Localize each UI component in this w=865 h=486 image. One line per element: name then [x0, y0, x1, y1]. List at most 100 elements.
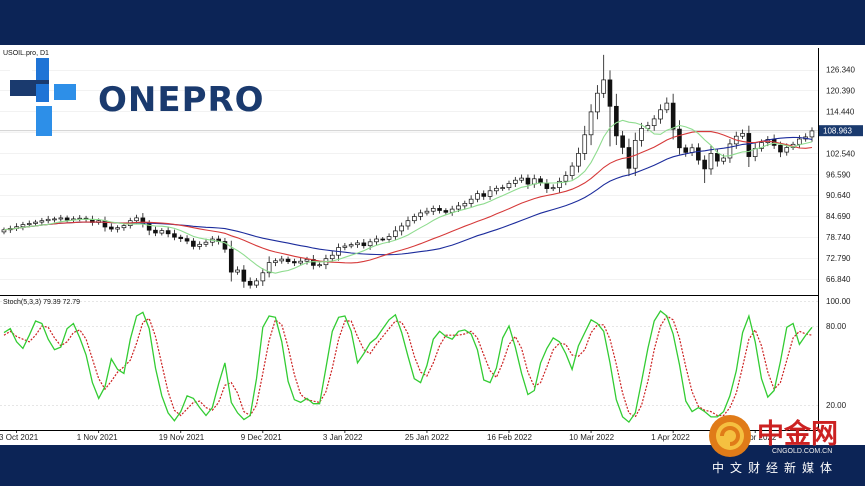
candle-body-up: [500, 187, 505, 189]
candle-body-up: [374, 238, 379, 243]
candle: [266, 256, 272, 278]
candle-body-up: [33, 221, 38, 224]
candle: [165, 227, 171, 238]
candle-body-up: [588, 111, 594, 136]
candle-body-up: [393, 230, 398, 237]
stoch-tick-label: 100.00: [826, 297, 851, 306]
candle-body-down: [614, 105, 619, 137]
cngold-watermark: 中金网 CNGOLD.COM.CN 中文财经新媒体: [709, 415, 838, 475]
candle-body-down: [778, 144, 783, 153]
candle: [159, 228, 165, 236]
candle-body-up: [468, 198, 474, 204]
candle-body-down: [191, 240, 196, 247]
candle-body-down: [109, 226, 114, 230]
candle-body-up: [298, 260, 303, 264]
date-tick-label: 25 Jan 2022: [405, 433, 450, 442]
candle-body-up: [809, 130, 815, 138]
candle: [222, 237, 228, 253]
candle: [45, 215, 51, 224]
candle-body-up: [651, 118, 657, 126]
date-tick-label: 9 Dec 2021: [241, 433, 282, 442]
candle-body-down: [241, 269, 247, 282]
price-tick-label: 114.440: [826, 107, 855, 116]
candle-body-down: [746, 133, 752, 157]
candle: [740, 129, 745, 140]
candle-body-up: [740, 133, 745, 137]
candle-body-down: [64, 217, 70, 221]
candle: [386, 233, 392, 243]
candle: [430, 205, 436, 216]
candle: [361, 239, 367, 249]
candle-body-up: [601, 79, 606, 94]
candle: [52, 216, 57, 223]
stoch-label: Stoch(5,3,3) 79.39 72.79: [3, 299, 80, 306]
candle: [184, 235, 190, 245]
candle-body-up: [348, 244, 354, 247]
watermark-title: 中金网: [757, 418, 838, 450]
onepro-logo-mark-icon: [10, 58, 76, 136]
candle: [487, 186, 493, 200]
candle: [620, 130, 625, 155]
candle: [58, 214, 64, 222]
candle-body-up: [26, 223, 32, 225]
candle: [651, 115, 657, 131]
candle: [380, 237, 386, 242]
candle: [355, 239, 360, 248]
candle-body-up: [708, 153, 714, 170]
candle: [670, 93, 676, 140]
candle-body-up: [563, 175, 569, 182]
candle-body-up: [569, 165, 575, 176]
price-tick-label: 72.790: [826, 254, 851, 263]
candle-body-down: [443, 210, 449, 213]
candle-body-up: [727, 143, 733, 159]
candle: [708, 145, 714, 175]
candle-body-down: [228, 248, 234, 273]
candle-body-down: [677, 128, 682, 149]
candle-body-up: [582, 134, 588, 154]
candle: [557, 177, 562, 193]
candle: [20, 221, 26, 231]
candle-body-up: [304, 259, 310, 262]
candle: [588, 104, 594, 146]
candle-body-up: [134, 217, 139, 222]
candle: [317, 262, 322, 268]
candle: [241, 265, 247, 288]
stoch-tick-label: 80.00: [826, 322, 847, 331]
candle-body-up: [721, 157, 726, 162]
candle-body-down: [607, 79, 613, 107]
candle: [481, 190, 487, 200]
candle-body-up: [273, 260, 278, 263]
candle-body-up: [487, 190, 493, 197]
candle: [569, 162, 575, 180]
candle: [702, 155, 707, 184]
candle: [298, 257, 303, 266]
stochastic-lines: [3, 310, 813, 424]
date-tick-label: 1 Nov 2021: [77, 433, 118, 442]
candle-body-up: [279, 258, 285, 262]
candle-body-up: [1, 229, 7, 233]
candle-body-up: [689, 147, 695, 153]
candle-body-up: [639, 128, 644, 141]
candle: [595, 85, 600, 120]
candle-body-up: [254, 280, 259, 286]
candle-body-up: [342, 245, 348, 248]
price-tick-label: 90.640: [826, 191, 851, 200]
stoch-grid: [0, 301, 818, 406]
candle: [696, 143, 701, 165]
price-tick-label: 78.740: [826, 233, 851, 242]
candle-body-down: [222, 241, 228, 250]
candle-body-down: [715, 153, 720, 162]
candle: [639, 122, 644, 147]
candle-body-up: [197, 243, 202, 247]
candle-body-down: [437, 208, 442, 211]
candle: [279, 255, 285, 264]
candle-body-up: [329, 254, 335, 260]
candle-body-up: [203, 241, 209, 245]
candle-body-up: [121, 225, 127, 229]
candle: [153, 226, 158, 237]
candle-body-up: [418, 212, 423, 217]
candle-body-up: [658, 109, 663, 120]
candle: [405, 216, 411, 230]
candle-body-down: [702, 159, 707, 170]
candle-body-down: [153, 229, 158, 234]
